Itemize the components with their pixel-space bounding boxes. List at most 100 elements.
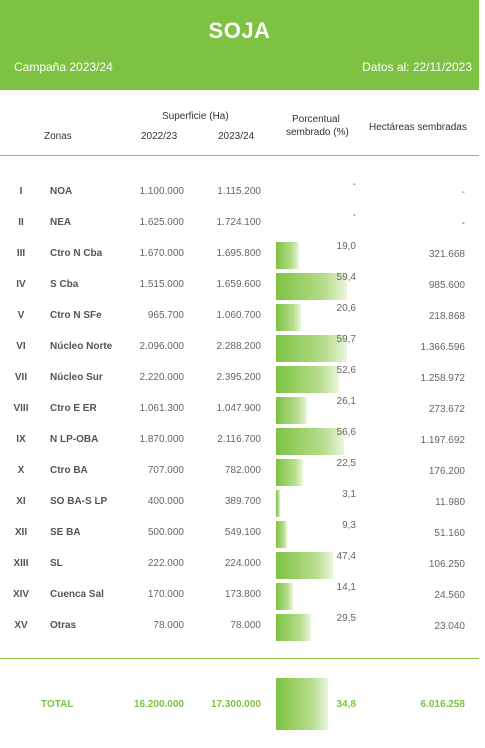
zone-name: Ctro N Cba [50, 248, 103, 259]
zone-name: SE BA [50, 527, 81, 538]
table-row: XII SE BA 500.000 549.100 9,3 51.160 [0, 519, 479, 550]
zone-name: NEA [50, 217, 72, 228]
sown-percent: 22,5 [336, 458, 356, 469]
surface-2324: 2.288.200 [216, 341, 262, 352]
sown-percent-bar [276, 490, 280, 517]
table-row: VIII Ctro E ER 1.061.300 1.047.900 26,1 273.6… [0, 395, 479, 426]
sown-percent-bar [276, 552, 333, 579]
surface-2223: 222.000 [147, 558, 184, 569]
sown-hectares: 11.980 [435, 497, 465, 508]
surface-2324: 2.116.700 [217, 434, 261, 445]
sown-percent: 29,5 [336, 613, 356, 624]
zone-name: Núcleo Sur [50, 372, 103, 383]
sown-percent: 20,6 [336, 303, 356, 314]
surface-2324: 1.724.100 [216, 217, 262, 228]
total-2324: 17.300.000 [210, 699, 261, 710]
sown-percent-bar [276, 242, 299, 269]
surface-2223: 1.515.000 [139, 279, 185, 290]
table-row: XI SO BA-S LP 400.000 389.700 3,1 11.980 [0, 488, 479, 519]
zone-number: IX [16, 434, 26, 445]
surface-2324: 1.047.900 [216, 403, 262, 414]
sown-percent-bar [276, 459, 303, 486]
zone-name: N LP-OBA [50, 434, 99, 445]
total-row: TOTAL 16.200.000 17.300.000 34,8 6.016.2… [0, 678, 479, 730]
porcentual-header-line2: sembrado (%) [286, 127, 349, 138]
report-header: SOJA Campaña 2023/24 Datos al: 22/11/202… [0, 0, 479, 90]
sown-percent: - [352, 210, 356, 221]
zone-number: XV [14, 620, 28, 631]
surface-2324: 549.100 [224, 527, 261, 538]
zone-number: VII [14, 372, 28, 383]
zone-number: III [16, 248, 26, 259]
zone-name: Núcleo Norte [50, 341, 113, 352]
surface-2324: 389.700 [224, 496, 261, 507]
zone-number: V [17, 310, 25, 321]
sown-percent-bar [276, 366, 339, 393]
sown-hectares: 176.200 [428, 466, 465, 477]
sown-percent: 59,7 [336, 334, 356, 345]
surface-2223: 707.000 [147, 465, 184, 476]
zone-name: S Cba [50, 279, 79, 290]
surface-2324: 1.060.700 [216, 310, 262, 321]
sown-percent-bar [276, 304, 301, 331]
surface-2324: 782.000 [224, 465, 261, 476]
zone-name: Cuenca Sal [50, 589, 104, 600]
zone-name: NOA [50, 186, 73, 197]
table-row: IX N LP-OBA 1.870.000 2.116.700 56,6 1.197.69… [0, 426, 479, 457]
zone-number: XI [16, 496, 26, 507]
surface-2324: 1.115.200 [217, 186, 261, 197]
surface-2223: 1.625.000 [139, 217, 185, 228]
sown-hectares: 321.668 [428, 249, 465, 260]
surface-2223: 1.870.000 [139, 434, 185, 445]
sown-percent: 3,1 [342, 489, 356, 500]
surface-2223: 1.670.000 [139, 248, 185, 259]
total-pct-bar [276, 678, 329, 730]
sown-percent-bar [276, 614, 312, 641]
sown-percent-bar [276, 397, 308, 424]
table-row: X Ctro BA 707.000 782.000 22,5 176.200 [0, 457, 479, 488]
sown-hectares: - [461, 187, 465, 198]
surface-2223: 170.000 [147, 589, 184, 600]
sown-percent: - [352, 179, 356, 190]
surface-2324: 1.695.800 [216, 248, 262, 259]
sown-percent: 59,4 [336, 272, 356, 283]
surface-2223: 1.100.000 [139, 186, 185, 197]
table-row: XV Otras 78.000 78.000 29,5 23.040 [0, 612, 479, 643]
sown-hectares: 273.672 [428, 404, 465, 415]
sown-hectares: 985.600 [428, 280, 465, 291]
sown-hectares: 1.197.692 [420, 435, 466, 446]
data-date: Datos al: 22/11/2023 [362, 60, 472, 74]
sown-hectares: 23.040 [434, 621, 465, 632]
sown-hectares: 1.366.596 [420, 342, 466, 353]
surface-2223: 965.700 [147, 310, 184, 321]
sown-percent: 9,3 [342, 520, 356, 531]
year-2324-header: 2023/24 [218, 131, 255, 142]
sown-hectares: 1.258.972 [420, 373, 466, 384]
total-divider [0, 658, 479, 659]
surface-2324: 173.800 [224, 589, 261, 600]
campaign-label: Campaña 2023/24 [14, 60, 113, 74]
zone-name: Ctro N SFe [50, 310, 102, 321]
sown-hectares: 24.560 [434, 590, 465, 601]
sown-percent: 19,0 [336, 241, 356, 252]
zone-number: XIII [13, 558, 29, 569]
header-divider [0, 155, 479, 156]
zone-number: I [19, 186, 23, 197]
table-row: IV S Cba 1.515.000 1.659.600 59,4 985.600 [0, 271, 479, 302]
surface-2324: 2.395.200 [216, 372, 262, 383]
crop-title: SOJA [208, 18, 271, 43]
sown-percent: 56,6 [336, 427, 356, 438]
total-pct: 34,8 [336, 699, 356, 710]
total-label: TOTAL [41, 699, 74, 710]
sown-percent: 14,1 [336, 582, 356, 593]
surface-2223: 78.000 [153, 620, 184, 631]
table-row: XIII SL 222.000 224.000 47,4 106.250 [0, 550, 479, 581]
sown-percent-bar [276, 583, 293, 610]
zone-name: SO BA-S LP [50, 496, 108, 507]
zonas-header: Zonas [44, 131, 72, 142]
table-row: I NOA 1.100.000 1.115.200 - - [0, 178, 479, 209]
zone-number: XIV [12, 589, 30, 600]
sown-hectares: 218.868 [428, 311, 465, 322]
surface-2223: 500.000 [147, 527, 184, 538]
zone-name: SL [50, 558, 63, 569]
